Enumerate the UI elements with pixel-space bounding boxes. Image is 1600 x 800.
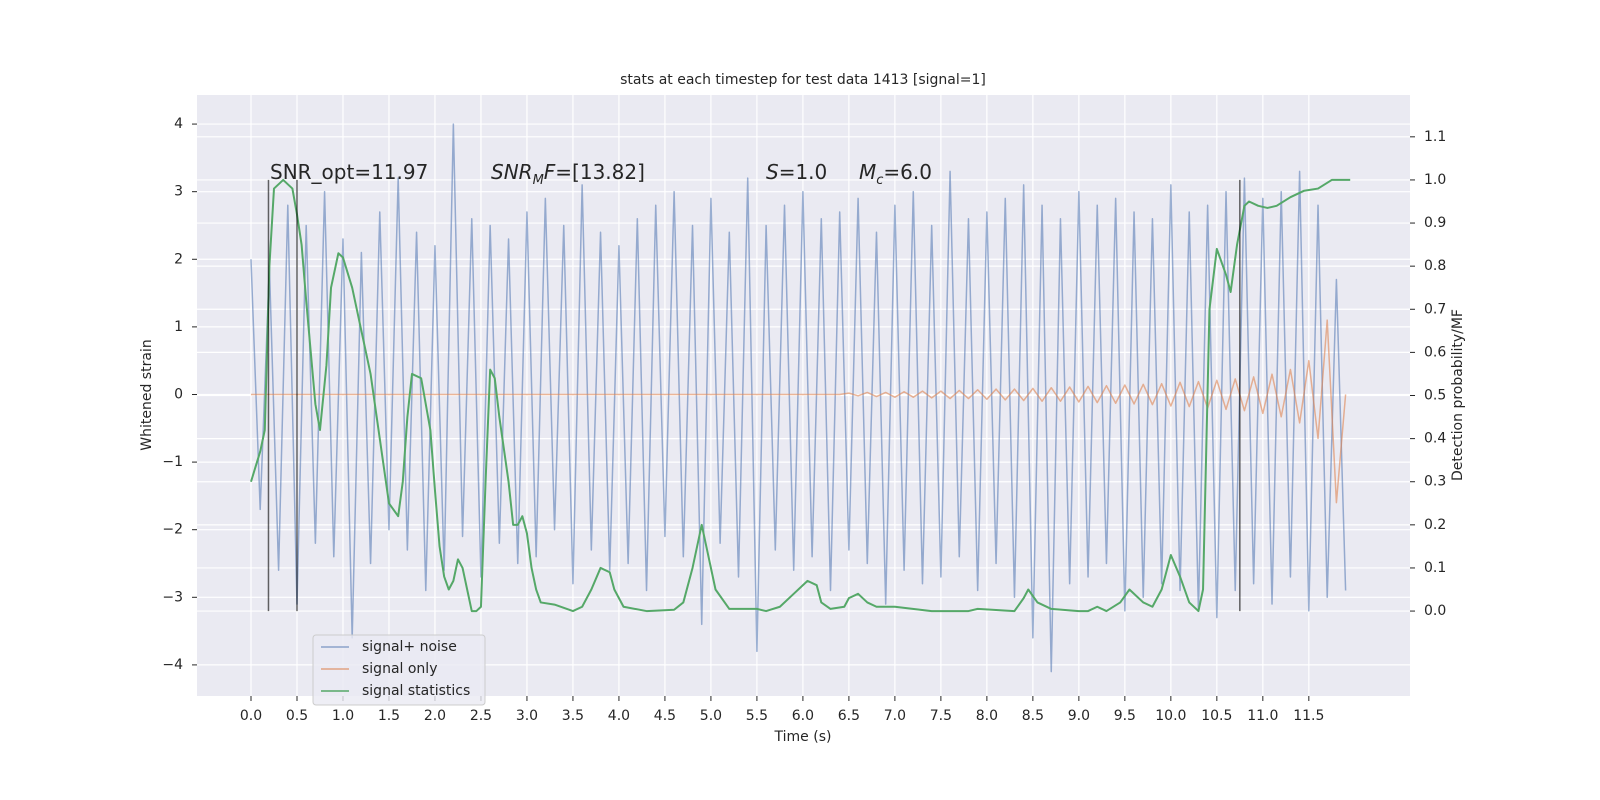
y2-tick-label: 0.8 bbox=[1424, 258, 1446, 274]
y2-tick-label: 0.0 bbox=[1424, 603, 1446, 619]
y2-tick-label: 0.4 bbox=[1424, 431, 1446, 447]
annotation-part: =1.0 bbox=[779, 160, 828, 184]
y2-tick-label: 0.5 bbox=[1424, 388, 1446, 404]
x-tick-label: 5.5 bbox=[746, 708, 768, 724]
x-axis-title: Time (s) bbox=[774, 729, 832, 745]
annotation-part: S bbox=[766, 160, 779, 184]
marks: SNR_opt=11.97 SNRMF=[13.82] S=1.0 Mc=6.0 bbox=[250, 123, 1351, 673]
annotation: Mc=6.0 bbox=[859, 160, 932, 189]
series-line bbox=[250, 123, 1347, 673]
x-tick-label: 6.5 bbox=[838, 708, 860, 724]
x-tick-label: 5.0 bbox=[700, 708, 722, 724]
x-tick-label: 2.0 bbox=[424, 708, 446, 724]
y-tick-label: −4 bbox=[162, 657, 183, 673]
y-axis-title: Whitened strain bbox=[139, 339, 155, 450]
x-tick-label: 11.0 bbox=[1247, 708, 1278, 724]
y-tick-label: 2 bbox=[174, 251, 183, 267]
y2-tick-label: 0.2 bbox=[1424, 517, 1446, 533]
x-tick-label: 3.0 bbox=[516, 708, 538, 724]
x-tick-label: 9.0 bbox=[1068, 708, 1090, 724]
y-tick-label: −3 bbox=[162, 589, 183, 605]
x-tick-label: 8.0 bbox=[976, 708, 998, 724]
y2-tick-label: 0.7 bbox=[1424, 301, 1446, 317]
annotation-part: c bbox=[876, 173, 883, 188]
annotation: SNRMF=[13.82] bbox=[491, 160, 645, 189]
legend: signal+ noise signal only signal statistic… bbox=[312, 634, 486, 706]
y2-tick-label: 0.3 bbox=[1424, 474, 1446, 490]
x-tick-label: 11.5 bbox=[1293, 708, 1324, 724]
annotation-part: =6.0 bbox=[883, 160, 932, 184]
legend-box bbox=[312, 634, 486, 706]
y-tick-label: 3 bbox=[174, 184, 183, 200]
x-tick-label: 4.0 bbox=[608, 708, 630, 724]
legend-label: signal+ noise bbox=[362, 639, 457, 655]
annotation-part: SNR_opt=11.97 bbox=[270, 160, 428, 184]
x-tick-label: 10.0 bbox=[1155, 708, 1186, 724]
x-tick-label: 8.5 bbox=[1022, 708, 1044, 724]
annotation-part: M bbox=[533, 173, 544, 188]
y-tick-label: −2 bbox=[162, 522, 183, 538]
chart-title: stats at each timestep for test data 141… bbox=[620, 72, 986, 88]
x-tick-label: 3.5 bbox=[562, 708, 584, 724]
x-tick-label: 2.5 bbox=[470, 708, 492, 724]
series-line bbox=[250, 319, 1347, 504]
y-tick-label: 0 bbox=[174, 386, 183, 402]
y2-tick-label: 0.6 bbox=[1424, 344, 1446, 360]
annotation-part: =[13.82] bbox=[555, 160, 645, 184]
x-tick-label: 10.5 bbox=[1201, 708, 1232, 724]
x-tick-label: 1.0 bbox=[332, 708, 354, 724]
y2-tick-label: 1.0 bbox=[1424, 172, 1446, 188]
x-tick-label: 6.0 bbox=[792, 708, 814, 724]
y2-tick-label: 0.1 bbox=[1424, 560, 1446, 576]
x-tick-label: 7.5 bbox=[930, 708, 952, 724]
y2-axis-title: Detection probability/MF bbox=[1450, 309, 1466, 481]
ticks: 0.0 0.5 1.0 1.5 2.0 2.5 3.0 3.5 4.0 4.5 5.0 5.5 6.0 6… bbox=[162, 116, 1446, 724]
y-tick-label: −1 bbox=[162, 454, 183, 470]
annotation: SNR_opt=11.97 bbox=[270, 160, 428, 184]
x-tick-label: 4.5 bbox=[654, 708, 676, 724]
annotation-part: SNR bbox=[491, 160, 533, 184]
annotation-part: M bbox=[859, 160, 876, 184]
legend-label: signal only bbox=[362, 661, 437, 677]
y-tick-label: 4 bbox=[174, 116, 183, 132]
y2-tick-label: 0.9 bbox=[1424, 215, 1446, 231]
x-tick-label: 9.5 bbox=[1114, 708, 1136, 724]
x-tick-label: 7.0 bbox=[884, 708, 906, 724]
y2-tick-label: 1.1 bbox=[1424, 129, 1446, 145]
x-tick-label: 0.0 bbox=[240, 708, 262, 724]
legend-label: signal statistics bbox=[362, 683, 470, 699]
annotation: S=1.0 bbox=[766, 160, 827, 184]
annotation-part: F bbox=[544, 160, 556, 184]
x-tick-label: 0.5 bbox=[286, 708, 308, 724]
y-tick-label: 1 bbox=[174, 319, 183, 335]
x-tick-label: 1.5 bbox=[378, 708, 400, 724]
series-line bbox=[250, 178, 1351, 613]
